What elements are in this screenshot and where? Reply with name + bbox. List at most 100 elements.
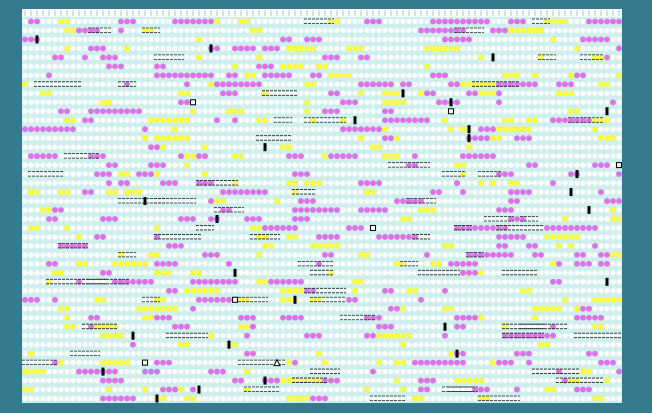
tile xyxy=(502,323,508,330)
tile xyxy=(406,332,412,339)
tile xyxy=(358,90,364,97)
tile xyxy=(610,207,616,213)
tile xyxy=(202,72,208,79)
tile xyxy=(352,225,358,231)
tile xyxy=(154,296,160,303)
tile xyxy=(340,72,346,79)
tile xyxy=(322,251,328,258)
tile xyxy=(394,359,400,366)
tile xyxy=(58,126,64,133)
tile xyxy=(472,269,478,276)
tile xyxy=(514,350,520,357)
tile xyxy=(226,296,232,303)
tile xyxy=(526,359,532,366)
tile xyxy=(460,377,466,384)
tile xyxy=(34,18,40,25)
box-icon xyxy=(232,296,238,303)
tile xyxy=(490,27,496,34)
tile xyxy=(532,332,538,339)
tile xyxy=(82,260,88,267)
box-icon xyxy=(142,359,148,366)
tile xyxy=(568,108,574,115)
tile xyxy=(280,296,286,303)
tile xyxy=(508,189,514,195)
tile xyxy=(304,45,310,52)
tile xyxy=(268,72,274,79)
tile xyxy=(184,287,190,294)
tile xyxy=(520,18,526,25)
tile xyxy=(412,287,418,294)
tile xyxy=(316,260,322,267)
tile xyxy=(148,278,154,285)
tile xyxy=(154,144,160,151)
tile xyxy=(208,368,214,375)
tile xyxy=(244,72,250,79)
tile xyxy=(256,117,262,124)
tile xyxy=(322,54,328,61)
tile xyxy=(604,162,610,169)
tile xyxy=(592,18,598,25)
tile xyxy=(46,72,52,79)
marker xyxy=(605,107,609,116)
tile xyxy=(304,216,310,222)
tile xyxy=(100,377,106,384)
tile xyxy=(484,251,490,258)
tile xyxy=(190,386,196,393)
tile xyxy=(424,207,430,213)
tile xyxy=(334,54,340,61)
tile xyxy=(142,260,148,267)
tile xyxy=(106,216,112,222)
tile xyxy=(226,278,232,285)
tile xyxy=(142,305,148,312)
tile xyxy=(604,377,610,384)
tile xyxy=(556,90,562,97)
tile xyxy=(238,296,244,303)
tile xyxy=(484,225,490,231)
tile xyxy=(472,260,478,267)
tile xyxy=(598,18,604,25)
tile xyxy=(490,180,496,186)
tile xyxy=(226,108,232,115)
tile xyxy=(292,45,298,52)
tile xyxy=(418,296,424,303)
tile xyxy=(556,234,562,240)
tile xyxy=(232,180,238,186)
tile xyxy=(466,144,472,151)
tile xyxy=(328,90,334,97)
tile xyxy=(88,108,94,115)
tile xyxy=(88,323,94,330)
tile xyxy=(382,332,388,339)
tile xyxy=(124,45,130,52)
tile xyxy=(574,377,580,384)
tile xyxy=(298,216,304,222)
tile xyxy=(196,296,202,303)
tile xyxy=(364,126,370,133)
tile xyxy=(286,36,292,43)
tile xyxy=(382,108,388,115)
tile xyxy=(196,153,202,160)
tile xyxy=(232,117,238,124)
tile xyxy=(94,108,100,115)
tile xyxy=(604,54,610,61)
tile xyxy=(610,135,616,142)
tile xyxy=(106,395,112,402)
tile xyxy=(310,243,316,249)
tile xyxy=(388,99,394,106)
tile xyxy=(454,377,460,384)
tile xyxy=(274,278,280,285)
tile xyxy=(100,234,106,240)
tile xyxy=(136,108,142,115)
tile xyxy=(352,278,358,285)
tile xyxy=(76,278,82,285)
tile xyxy=(58,18,64,25)
tile xyxy=(388,135,394,142)
tile xyxy=(214,198,220,204)
tile xyxy=(292,314,298,321)
tile xyxy=(118,63,124,70)
tile xyxy=(178,243,184,249)
tile xyxy=(298,314,304,321)
marker xyxy=(209,44,213,53)
tile xyxy=(148,251,154,258)
tile xyxy=(448,359,454,366)
tile xyxy=(172,386,178,393)
